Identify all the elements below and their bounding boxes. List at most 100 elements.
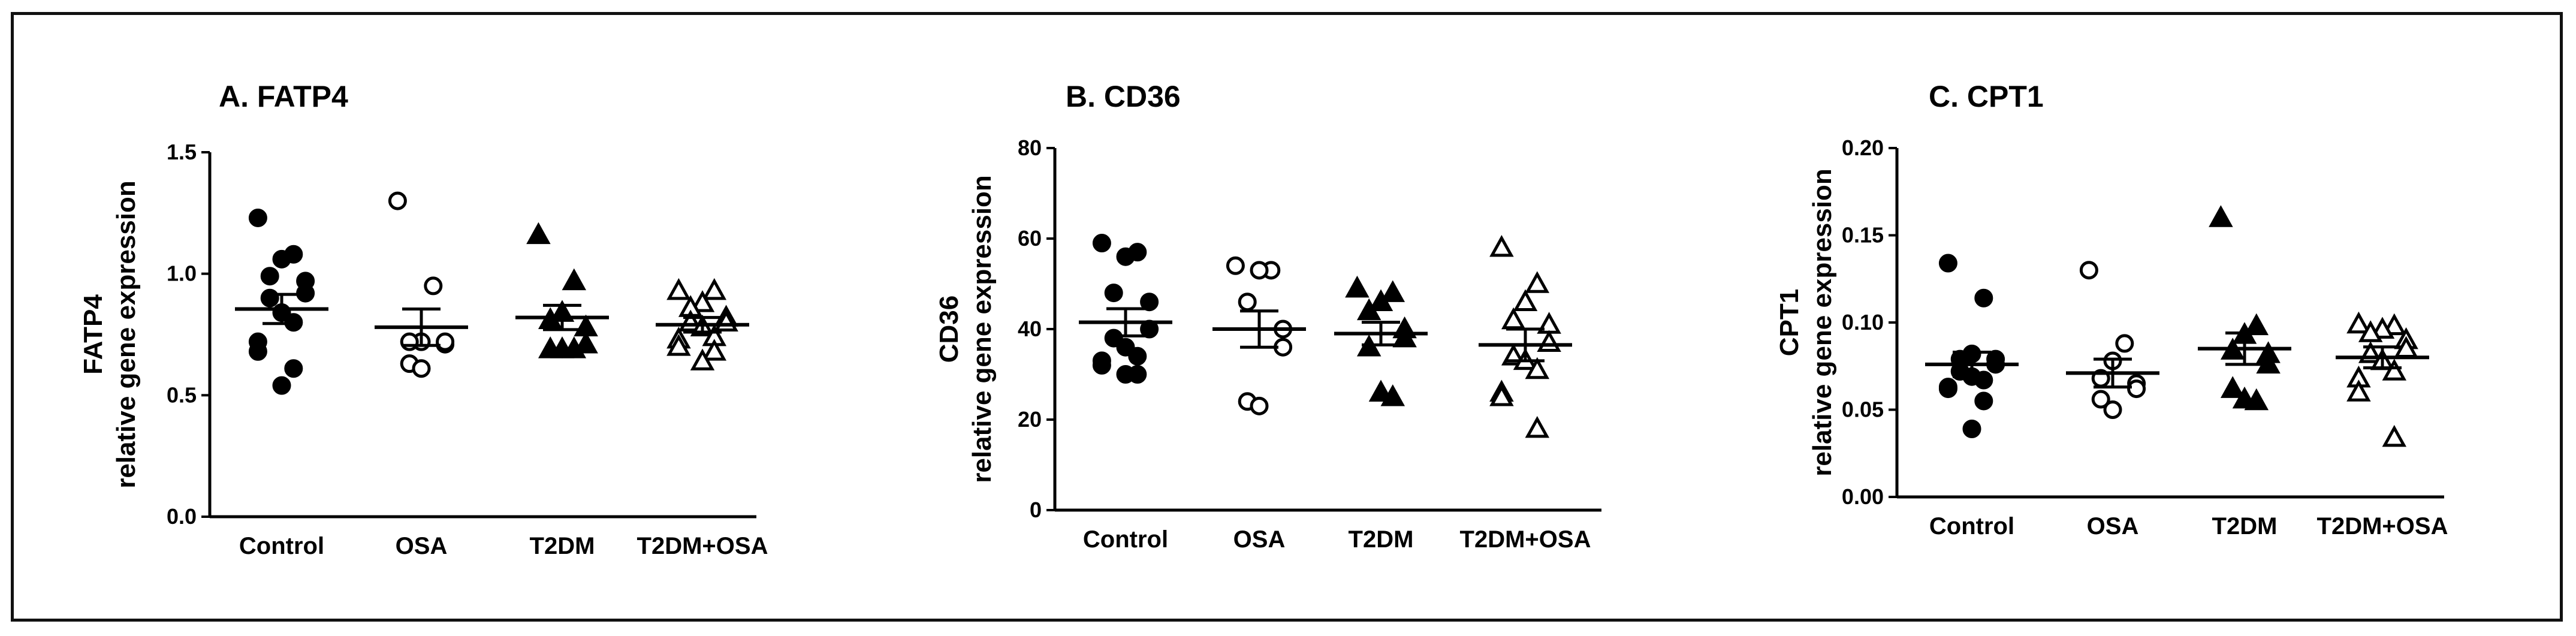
series-osa bbox=[2066, 261, 2159, 419]
series-osa bbox=[1212, 256, 1306, 415]
data-point bbox=[2103, 400, 2122, 419]
y-tick-label: 0.0 bbox=[167, 504, 197, 529]
data-point bbox=[1116, 365, 1135, 384]
data-point bbox=[1140, 293, 1159, 312]
y-axis-label: CPT1 bbox=[1775, 289, 1804, 356]
data-point bbox=[2244, 313, 2269, 336]
data-point bbox=[526, 222, 551, 245]
data-point bbox=[1238, 293, 1257, 312]
data-point bbox=[1962, 420, 1981, 439]
data-point bbox=[2358, 320, 2383, 342]
data-point bbox=[1938, 379, 1957, 399]
figure-border bbox=[11, 12, 2563, 622]
data-point bbox=[1356, 298, 1381, 321]
panel-title: C. CPT1 bbox=[1929, 80, 2044, 113]
data-point bbox=[260, 267, 279, 286]
data-point bbox=[400, 332, 419, 351]
series-t2dm-osa bbox=[1479, 234, 1572, 438]
y-axis-label: relative gene expression bbox=[1808, 168, 1837, 477]
y-axis-label: CD36 bbox=[934, 296, 964, 363]
data-point bbox=[1525, 415, 1550, 438]
data-point bbox=[1104, 284, 1123, 303]
data-point bbox=[2382, 358, 2407, 381]
data-point bbox=[702, 278, 727, 300]
data-point bbox=[1513, 289, 1538, 311]
y-tick-label: 80 bbox=[1018, 135, 1042, 160]
data-point bbox=[1368, 289, 1393, 311]
series-t2dm bbox=[515, 222, 609, 358]
data-point bbox=[1128, 346, 1147, 366]
data-point bbox=[424, 276, 443, 296]
data-point bbox=[2244, 388, 2269, 411]
data-point bbox=[1489, 384, 1514, 406]
series-control bbox=[235, 208, 328, 395]
data-point bbox=[272, 376, 291, 395]
x-tick-label: T2DM bbox=[530, 533, 595, 559]
y-tick-label: 60 bbox=[1018, 226, 1042, 251]
data-point bbox=[2382, 424, 2407, 447]
y-tick-label: 1.5 bbox=[167, 140, 197, 164]
x-tick-label: Control bbox=[239, 533, 324, 559]
data-point bbox=[1974, 370, 1993, 390]
y-tick-label: 0.05 bbox=[1842, 397, 1884, 422]
y-tick-label: 20 bbox=[1018, 407, 1042, 432]
y-tick-label: 0 bbox=[1030, 498, 1042, 522]
data-point bbox=[1250, 261, 1269, 280]
data-point bbox=[562, 268, 587, 291]
y-axis-label: FATP4 bbox=[79, 294, 108, 375]
y-tick-label: 0.00 bbox=[1842, 484, 1884, 509]
series-t2dm bbox=[2198, 205, 2291, 411]
data-point bbox=[1116, 247, 1135, 266]
series-osa bbox=[375, 191, 468, 378]
panel-title: A. FATP4 bbox=[219, 80, 348, 113]
data-point bbox=[2127, 379, 2146, 399]
data-point bbox=[1501, 307, 1526, 330]
data-point bbox=[1380, 280, 1405, 302]
data-point bbox=[1974, 288, 1993, 308]
data-point bbox=[1525, 357, 1550, 379]
x-tick-label: OSA bbox=[1233, 526, 1286, 553]
x-tick-label: OSA bbox=[2087, 513, 2139, 539]
y-axis-label: relative gene expression bbox=[111, 180, 141, 489]
data-point bbox=[562, 336, 587, 358]
data-point bbox=[2079, 261, 2098, 280]
y-tick-label: 1.0 bbox=[167, 261, 197, 286]
data-point bbox=[2115, 334, 2134, 353]
data-point bbox=[412, 359, 431, 378]
x-tick-label: OSA bbox=[396, 533, 448, 559]
y-tick-label: 0.5 bbox=[167, 382, 197, 407]
series-control bbox=[1925, 254, 2019, 439]
series-t2dm-osa bbox=[2336, 311, 2429, 447]
data-point bbox=[666, 278, 691, 300]
data-point bbox=[272, 249, 291, 269]
series-control bbox=[1079, 234, 1172, 384]
data-point bbox=[248, 208, 267, 227]
data-point bbox=[1974, 391, 1993, 411]
data-point bbox=[2220, 376, 2245, 398]
data-point bbox=[388, 191, 407, 210]
x-tick-label: T2DM bbox=[2212, 513, 2278, 539]
x-tick-label: T2DM bbox=[1349, 526, 1414, 553]
data-point bbox=[260, 288, 279, 308]
series-t2dm bbox=[1334, 275, 1428, 406]
data-point bbox=[436, 332, 455, 351]
series-t2dm-osa bbox=[656, 278, 749, 370]
data-point bbox=[690, 348, 715, 370]
y-axis-label: relative gene expression bbox=[967, 175, 997, 483]
data-point bbox=[1938, 254, 1957, 273]
y-tick-label: 0.15 bbox=[1842, 223, 1884, 248]
x-tick-label: Control bbox=[1929, 513, 2014, 539]
data-point bbox=[248, 342, 267, 361]
data-point bbox=[1092, 234, 1111, 253]
data-point bbox=[2209, 205, 2233, 227]
data-point bbox=[1345, 275, 1370, 298]
y-tick-label: 0.20 bbox=[1842, 135, 1884, 160]
data-point bbox=[2370, 317, 2395, 339]
data-point bbox=[1092, 355, 1111, 375]
data-point bbox=[1537, 330, 1561, 352]
x-tick-label: Control bbox=[1083, 526, 1168, 553]
data-point bbox=[1250, 396, 1269, 415]
data-point bbox=[2346, 379, 2371, 402]
